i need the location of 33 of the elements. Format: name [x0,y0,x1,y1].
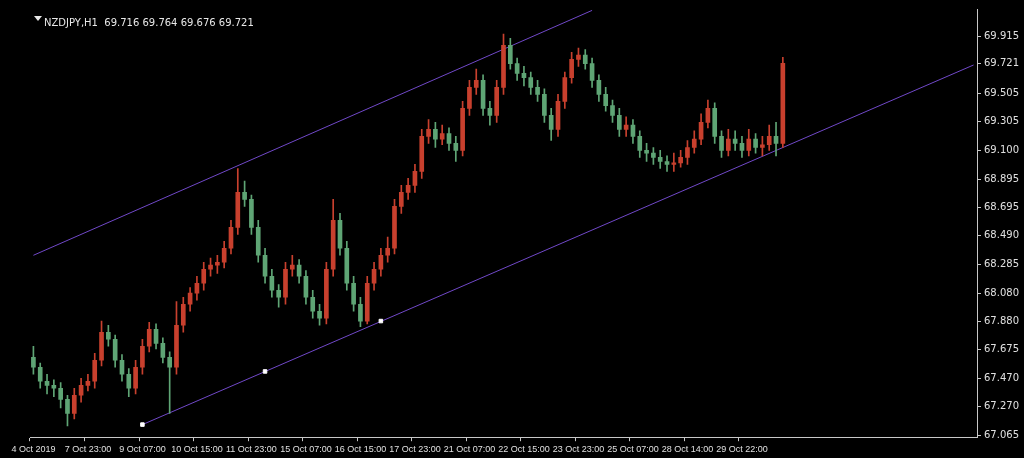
x-tick-label: 29 Oct 22:00 [716,444,768,455]
y-tick-label: 69.915 [984,29,1020,41]
y-tick-label: 69.305 [984,115,1020,127]
y-tick-label: 67.880 [984,314,1020,326]
y-tick-label: 67.470 [984,372,1020,384]
y-tick-label: 68.080 [984,286,1020,298]
y-tick-label: 67.675 [984,343,1020,355]
y-tick-label: 68.490 [984,229,1020,241]
point [262,369,268,374]
y-tick-label: 69.721 [984,57,1020,69]
y-tick-label: 67.065 [984,428,1020,440]
x-tick-label: 16 Oct 15:00 [334,444,387,455]
point [140,422,145,427]
x-tick-label: 23 Oct 23:00 [552,444,605,455]
y-tick-label: 69.100 [984,143,1020,155]
x-tick-label: 25 Oct 07:00 [607,444,659,455]
x-tick-label: 22 Oct 15:00 [498,444,550,455]
y-tick-label: 68.285 [984,257,1020,269]
x-tick-label: 10 Oct 15:00 [171,444,223,455]
x-tick-label: 17 Oct 23:00 [389,444,441,455]
y-tick-label: 67.270 [984,400,1020,412]
point [378,318,384,324]
x-tick-label: 9 Oct 07:00 [119,444,166,455]
y-tick-label: 68.895 [984,172,1020,184]
x-tick-label: 4 Oct 2019 [11,444,56,455]
x-tick-label: 28 Oct 14:00 [661,444,714,455]
x-tick-label: 15 Oct 07:00 [280,444,332,455]
x-tick-label: 21 Oct 07:00 [443,444,496,455]
x-tick-label: 7 Oct 23:00 [64,444,112,455]
y-tick-label: 69.505 [984,87,1020,99]
text: NZDJPY,H1 69.716 69.764 69.676 69.721 [44,16,254,28]
y-tick-label: 68.695 [984,200,1020,212]
x-tick-label: 11 Oct 23:00 [225,444,277,455]
